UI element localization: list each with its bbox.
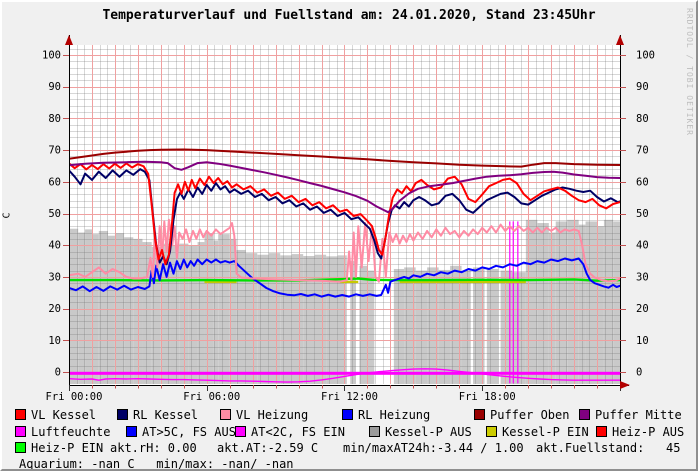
grid [70,45,620,384]
chart-canvas: 0 0 10 10 20 20 30 30 40 40 50 50 60 60 70 70 80 80 90 90 10… [42,35,655,403]
x-tick-label: Fri 06:00 [183,391,240,403]
legend-item-rl-kessel: RL Kessel [117,409,198,421]
series-puffer-mitte [69,160,620,214]
legend-label: Luftfeuchte [31,424,111,439]
legend-label: akt.rH: 0.00 [110,441,197,455]
legend-item-akt-rh: akt.rH: 0.00 [110,442,197,454]
legend-item-luftfeuchte: Luftfeuchte [15,424,111,439]
legend-label: RL Heizung [358,408,431,422]
y-tick-label-right: 40 [636,240,649,252]
legend-swatch [220,409,231,420]
legend-label: min/maxAT24h:-3.44 / 1.00 [343,441,524,455]
legend-swatch [15,425,26,437]
legend-swatch [596,425,607,437]
legend-label: Heiz-P EIN [31,441,104,455]
y-tick-label-right: 90 [636,81,649,93]
legend-swatch [15,409,26,420]
series-heiz-p-ein [69,277,620,282]
y-tick-label-left: 100 [42,50,61,62]
legend-label: AT<2C, FS EIN [251,424,345,439]
legend-swatch [235,425,246,437]
legend-label: VL Kessel [31,408,97,422]
x-tick-label: Fri 18:00 [459,391,516,403]
series-rl-kessel [69,168,620,266]
y-tick-label-left: 60 [48,176,61,188]
legend-item-heiz-p-aus: Heiz-P AUS [596,424,685,439]
graph-title: Temperaturverlauf und Fuellstand am: 24.… [102,8,596,23]
y-tick-label-right: 20 [636,303,649,315]
legend-item-kessel-p-ein: Kessel-P EIN [486,424,589,439]
x-tick-label: Fri 12:00 [321,391,378,403]
rrdtool-watermark: RRDTOOL / TOBI OETIKER [685,8,694,136]
legend-label: RL Kessel [133,408,199,422]
legend-swatch [342,409,353,420]
legend-swatch [369,425,380,437]
series-kessel-p-aus [69,219,620,384]
y-tick-label-left: 0 [55,367,61,379]
y-tick-label-left: 20 [48,303,61,315]
y-tick-label-left: 30 [48,271,61,283]
y-tick-label-left: 90 [48,81,61,93]
y-tick-label-left: 40 [48,240,61,252]
legend-item-vl-kessel: VL Kessel [15,409,96,421]
series-at-2c-fs-ein [509,221,519,384]
y-tick-label-left: 70 [48,145,61,157]
y-tick-label-right: 30 [636,271,649,283]
legend-label: Kessel-P EIN [502,424,589,439]
y-tick-label-right: 60 [636,176,649,188]
legend-label: akt.Fuellstand: 45 [536,441,681,455]
legend-item-akt-at: akt.AT:-2.59 C [217,442,318,454]
legend-item-puffer-mitte: Puffer Mitte [579,409,682,421]
legend-swatch [15,442,26,453]
legend-item-rl-heizung: RL Heizung [342,409,430,421]
y-tick-label-right: 50 [636,208,649,220]
y-tick-label-left: 10 [48,335,61,347]
y-tick-label-left: 80 [48,113,61,125]
y-tick-label-right: 0 [636,367,642,379]
legend-swatch [474,409,485,420]
legend-swatch [126,425,137,437]
axis-labels: 0 0 10 10 20 20 30 30 40 40 50 50 60 60 70 70 80 80 90 90 10… [42,50,655,403]
axis-arrows [65,35,630,389]
series-luftfeuchte [69,371,620,375]
legend-swatch [117,409,128,420]
legend-item-vl-heizung: VL Heizung [220,409,308,421]
legend-swatch [486,425,497,437]
legend-item-at-2c-fs-ein: AT<2C, FS EIN [235,424,345,439]
x-tick-label: Fri 00:00 [46,391,103,403]
y-tick-label-right: 80 [636,113,649,125]
legend-label: VL Heizung [236,408,309,422]
legend-item-heiz-p-ein: Heiz-P EIN [15,442,103,454]
legend-item-akt-fuellstand: akt.Fuellstand: 45 [536,442,681,454]
legend-item-aquarium: Aquarium: -nan C min/max: -nan/ -nan [19,457,294,471]
legend-label: akt.AT:-2.59 C [217,441,319,455]
y-tick-label-right: 100 [636,50,655,62]
series-rl-heizung [69,257,620,298]
legend-item-at-5c-fs-aus: AT>5C, FS AUS [126,424,236,439]
legend-label: AT>5C, FS AUS [142,424,236,439]
legend-label: Kessel-P AUS [385,424,472,439]
legend-item-puffer-oben: Puffer Oben [474,409,569,421]
y-tick-label-left: 50 [48,208,61,220]
legend-swatch [579,409,590,420]
series-puffer-oben [69,148,620,168]
legend-label: Puffer Mitte [595,408,682,422]
legend-label: Aquarium: -nan C min/max: -nan/ -nan [19,457,294,471]
legend-item-kessel-p-aus: Kessel-P AUS [369,424,472,439]
legend-label: Heiz-P AUS [612,424,685,439]
series-vl-kessel [69,162,620,266]
legend-item-min-maxat24h: min/maxAT24h:-3.44 / 1.00 [343,442,524,454]
legend-label: Puffer Oben [490,408,570,422]
series-at-aussentemperatur [69,368,620,383]
y-tick-label-right: 10 [636,335,649,347]
y-tick-label-right: 70 [636,145,649,157]
